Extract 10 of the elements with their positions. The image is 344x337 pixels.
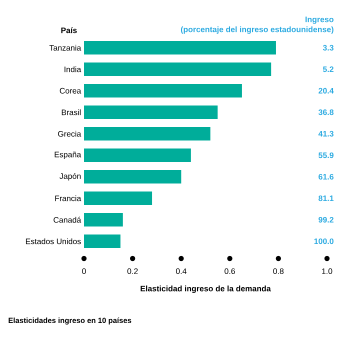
- bar: [84, 62, 272, 76]
- bar: [84, 127, 210, 141]
- bar: [84, 213, 123, 227]
- bar: [84, 192, 152, 206]
- bar: [84, 84, 242, 98]
- bar: [84, 106, 218, 120]
- bar: [84, 170, 182, 184]
- bar: [84, 234, 120, 248]
- bar: [84, 148, 191, 162]
- bar: [84, 41, 276, 55]
